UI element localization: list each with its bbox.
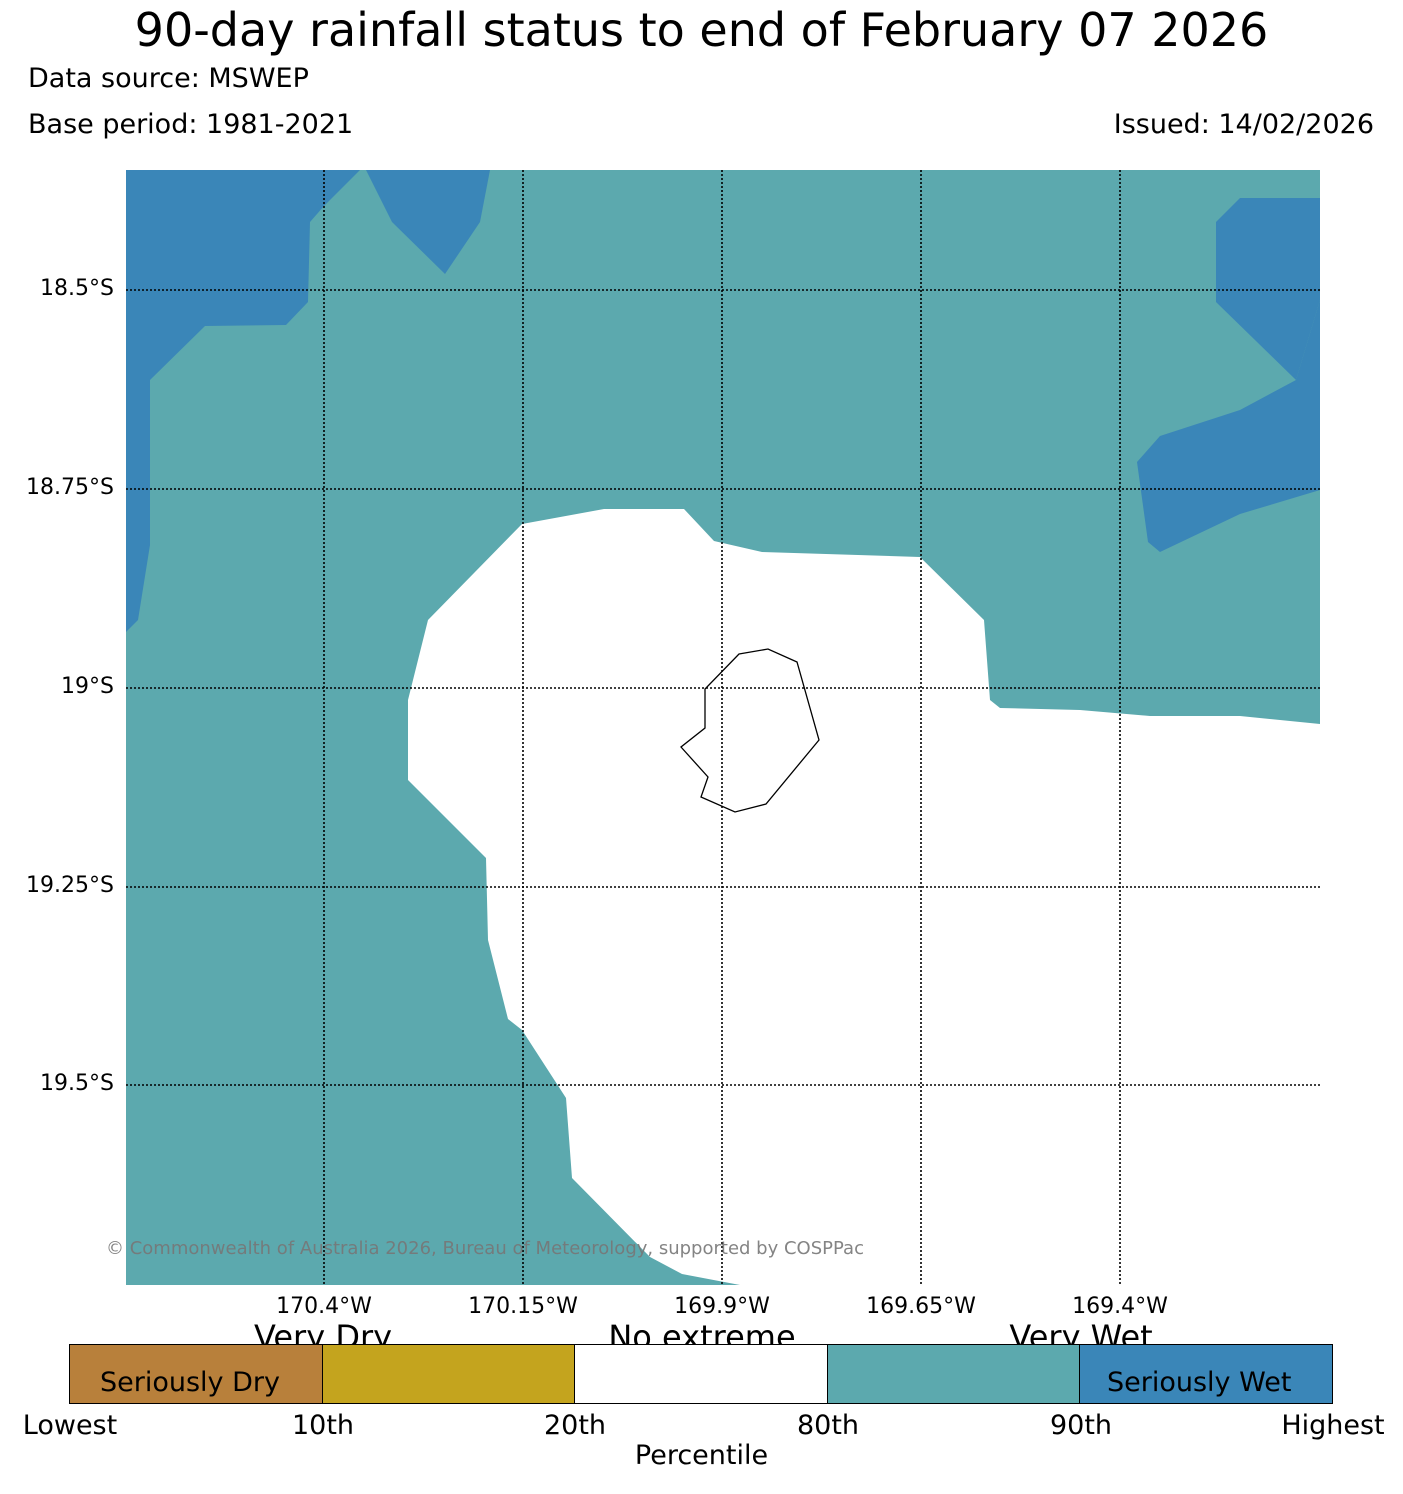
no-extreme-region [408,509,1320,1285]
latitude-label: 18.75°S [26,475,114,500]
colorbar-tick-label: 10th [291,1410,355,1441]
base-period-label: Base period: 1981-2021 [28,109,354,140]
longitude-label: 169.4°W [1072,1294,1168,1319]
latitude-label: 19.5°S [40,1071,114,1096]
graticule [126,170,1320,1285]
chart-title: 90-day rainfall status to end of Februar… [134,3,1269,57]
percentile-colorbar [69,1344,1333,1404]
colorbar-tick-label: Lowest [22,1410,118,1441]
colorbar-segment-seriously-wet [1080,1345,1332,1403]
seriously-wet-region-northeast-upper [1216,198,1320,380]
data-source-label: Data source: MSWEP [28,63,309,94]
colorbar-tick-label: Highest [1281,1410,1385,1441]
latitude-label: 19°S [61,674,114,699]
seriously-wet-region-north [366,170,490,274]
longitude-label: 169.65°W [866,1294,976,1319]
colorbar-segment-very-wet [827,1345,1081,1403]
colorbar-tick-label: 20th [543,1410,607,1441]
colorbar-tick-label: 90th [1049,1410,1113,1441]
longitude-label: 169.9°W [674,1294,770,1319]
longitude-label: 170.4°W [276,1294,372,1319]
latitude-label: 19.25°S [26,873,114,898]
longitude-label: 170.15°W [468,1294,578,1319]
legend-label-seriously-dry: Seriously Dry [100,1367,280,1398]
map-fill-layers [126,170,1320,1285]
colorbar-segment-seriously-dry [70,1345,323,1403]
issued-date-label: Issued: 14/02/2026 [1113,109,1374,140]
colorbar-segment-very-dry [322,1345,576,1403]
island-coastline [680,648,820,813]
colorbar-axis-title: Percentile [634,1440,769,1471]
colorbar-segment-no-extreme [575,1345,828,1403]
latitude-label: 18.5°S [40,276,114,301]
colorbar-tick-label: 80th [796,1410,860,1441]
copyright-notice: © Commonwealth of Australia 2026, Bureau… [106,1238,864,1259]
seriously-wet-region-northwest [126,170,360,632]
legend-label-seriously-wet: Seriously Wet [1107,1367,1292,1398]
